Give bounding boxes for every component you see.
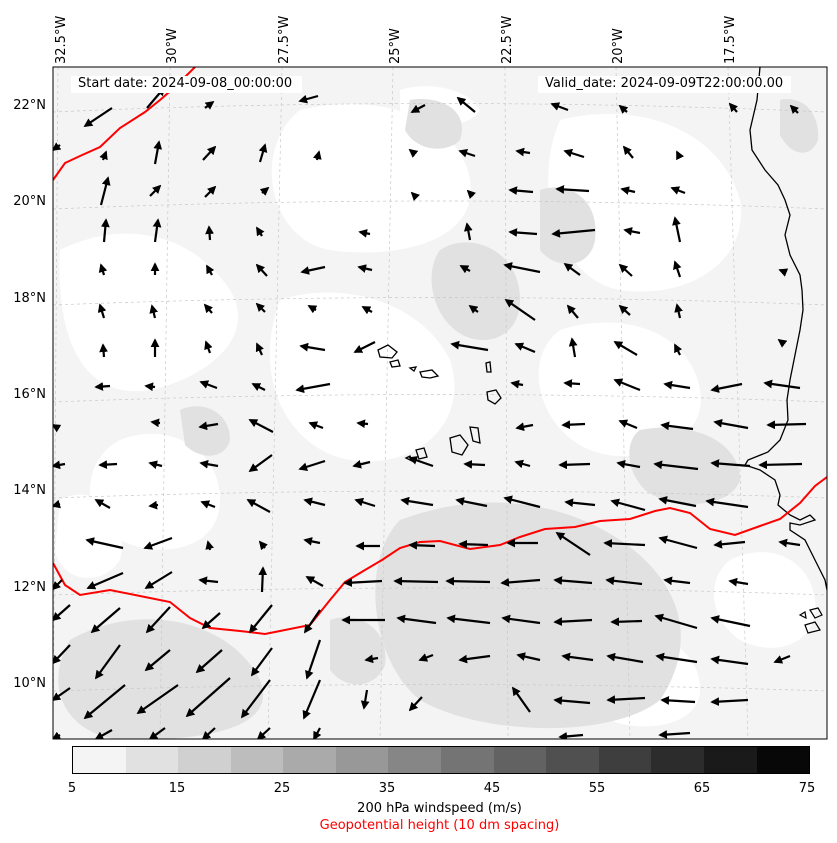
wind-vectors xyxy=(53,86,807,739)
graticule xyxy=(53,67,827,739)
lat-label-18n: 18°N xyxy=(13,291,46,306)
colorbar-label: 200 hPa windspeed (m/s) xyxy=(357,801,522,816)
colorbar-tick-45: 45 xyxy=(483,781,501,796)
valid-date-label: Valid_date: 2024-09-09T22:00:00.00 xyxy=(538,76,792,93)
colorbar-segment xyxy=(125,747,179,773)
colorbar-segment xyxy=(178,747,231,773)
start-date-label: Start date: 2024-09-08_00:00:00 xyxy=(71,76,303,93)
colorbar-tick-55: 55 xyxy=(588,781,606,796)
lat-label-20n: 20°N xyxy=(13,194,46,209)
colorbar-tick-25: 25 xyxy=(273,781,291,796)
colorbar-segment xyxy=(546,747,599,773)
coastline-africa xyxy=(744,67,827,591)
colorbar-segment xyxy=(230,747,284,773)
colorbar-segment xyxy=(756,747,810,773)
lat-label-22n: 22°N xyxy=(13,98,46,113)
colorbar-tick-35: 35 xyxy=(378,781,396,796)
colorbar-segment xyxy=(441,747,494,773)
colorbar-tick-5: 5 xyxy=(67,781,77,796)
colorbar-tick-75: 75 xyxy=(798,781,816,796)
lat-label-14n: 14°N xyxy=(13,483,46,498)
colorbar-segment xyxy=(73,747,126,773)
cape-verde-islands xyxy=(377,344,502,463)
colorbar-tick-65: 65 xyxy=(693,781,711,796)
colorbar-segment xyxy=(335,747,389,773)
map-frame xyxy=(52,66,828,740)
lat-label-10n: 10°N xyxy=(13,676,46,691)
lat-label-12n: 12°N xyxy=(13,580,46,595)
colorbar-segment xyxy=(388,747,442,773)
colorbar-segment xyxy=(598,747,652,773)
colorbar-tick-15: 15 xyxy=(168,781,186,796)
colorbar xyxy=(72,746,810,774)
colorbar-segment xyxy=(651,747,704,773)
colorbar-segment xyxy=(493,747,547,773)
geopotential-contour-south xyxy=(53,476,827,636)
colorbar-segment xyxy=(703,747,757,773)
coastline-bijagos xyxy=(798,607,823,634)
colorbar-segment xyxy=(283,747,336,773)
lat-label-16n: 16°N xyxy=(13,387,46,402)
geopotential-label: Geopotential height (10 dm spacing) xyxy=(319,818,560,833)
